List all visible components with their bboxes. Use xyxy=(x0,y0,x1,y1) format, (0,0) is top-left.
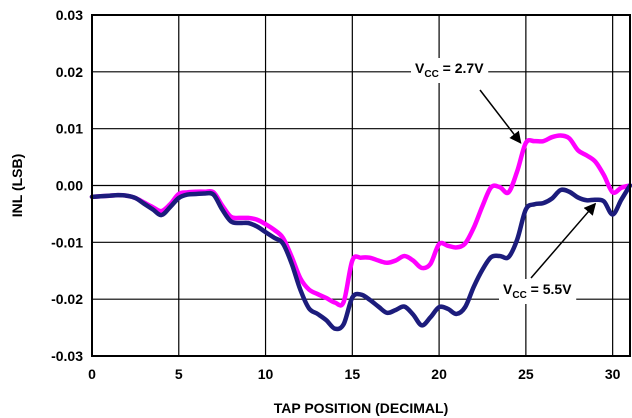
annotation-vcc-5-5v-sub: CC xyxy=(512,290,526,301)
annotation-vcc-2-7v-base: V xyxy=(415,60,425,76)
y-tick-label: 0.01 xyxy=(56,121,83,137)
tick-labels: 0 5 10 15 20 25 30 0.03 0.02 0.01 0.00 -0.01 -0.02 -0… xyxy=(51,7,621,382)
x-tick-label: 10 xyxy=(258,366,274,382)
y-tick-label: -0.01 xyxy=(51,234,83,250)
annotation-vcc-2-7v: VCC = 2.7V xyxy=(411,58,522,144)
series-line-vcc-5-5v xyxy=(89,183,632,332)
plot-frame xyxy=(91,14,631,357)
x-tick-label: 30 xyxy=(605,366,621,382)
x-tick-label: 15 xyxy=(345,366,361,382)
annotation-vcc-5-5v-rest: = 5.5V xyxy=(527,281,572,297)
x-axis-title: TAP POSITION (DECIMAL) xyxy=(274,400,448,416)
x-tick-label: 5 xyxy=(175,366,183,382)
x-tick-label: 0 xyxy=(88,366,96,382)
y-tick-label: 0.02 xyxy=(56,64,83,80)
annotation-vcc-5-5v-arrow xyxy=(530,202,597,279)
y-tick-label: -0.03 xyxy=(51,348,83,364)
annotation-vcc-5-5v-label: VCC = 5.5V xyxy=(503,281,572,301)
annotation-vcc-2-7v-rest: = 2.7V xyxy=(439,60,484,76)
annotation-vcc-5-5v: VCC = 5.5V xyxy=(499,202,597,304)
grid xyxy=(91,14,630,357)
series-line-vcc-2-7v xyxy=(89,133,632,308)
y-tick-label: -0.02 xyxy=(51,291,83,307)
series-group xyxy=(89,133,632,332)
annotation-vcc-2-7v-background xyxy=(411,58,489,83)
annotation-vcc-5-5v-base: V xyxy=(503,281,513,297)
y-axis-title: INL (LSB) xyxy=(9,154,25,218)
annotation-vcc-2-7v-arrow xyxy=(479,89,522,144)
x-tick-label: 20 xyxy=(431,366,447,382)
x-tick-label: 25 xyxy=(518,366,534,382)
annotation-vcc-2-7v-sub: CC xyxy=(424,69,438,80)
annotation-vcc-2-7v-label: VCC = 2.7V xyxy=(415,60,484,80)
annotation-vcc-5-5v-background xyxy=(499,279,577,304)
y-tick-label: 0.00 xyxy=(56,178,83,194)
y-tick-label: 0.03 xyxy=(56,7,83,23)
